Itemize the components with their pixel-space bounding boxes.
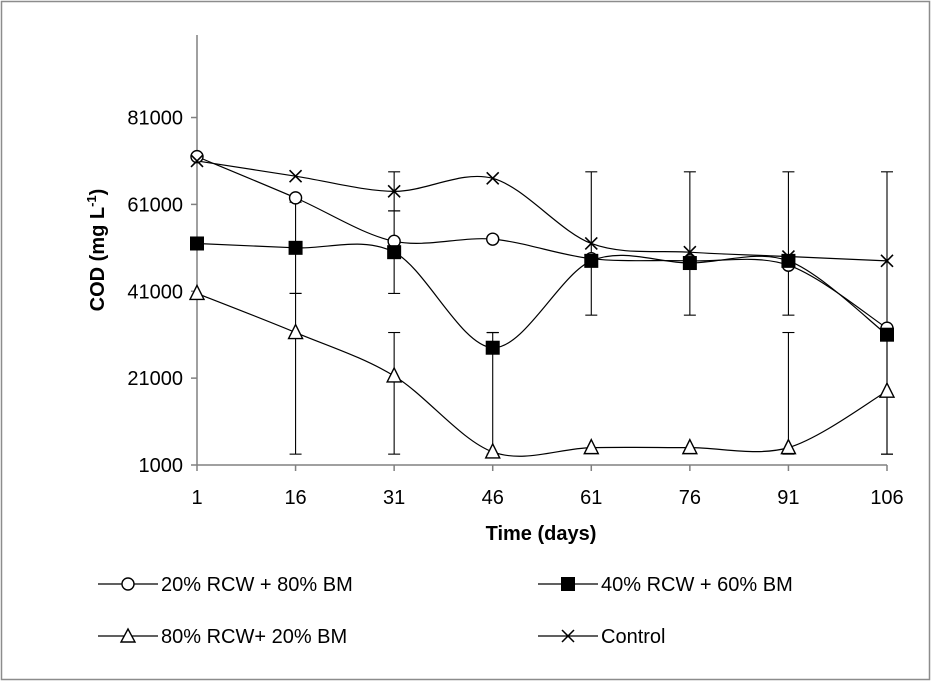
data-point-series-2 <box>386 366 403 383</box>
y-tick-label: 21000 <box>127 368 183 390</box>
data-point-series-0 <box>190 149 204 164</box>
legend-item-1: 40% RCW + 60% BM <box>538 574 793 596</box>
series-markers <box>188 149 896 459</box>
error-bar <box>683 171 696 316</box>
data-point-series-2 <box>878 381 896 398</box>
y-axis-title: COD (mg L-1) <box>84 189 109 312</box>
x-tick-label: 106 <box>870 487 903 509</box>
data-point-series-1 <box>781 253 796 268</box>
legend-label-3: Control <box>601 626 665 648</box>
legend-label-0: 20% RCW + 80% BM <box>161 574 353 596</box>
data-point-series-3 <box>190 154 204 168</box>
legend-marker-0 <box>121 577 135 591</box>
y-tick-label: 81000 <box>127 108 183 130</box>
legend-label-1: 40% RCW + 60% BM <box>601 574 793 596</box>
legend-item-2: 80% RCW+ 20% BM <box>98 626 347 648</box>
data-point-series-3 <box>289 169 303 183</box>
data-point-series-1 <box>584 253 599 268</box>
x-tick-label: 16 <box>284 487 306 509</box>
data-point-series-1 <box>682 256 697 271</box>
legend-item-3: Control <box>538 626 665 648</box>
series-line-0 <box>196 156 888 329</box>
x-tick-label: 61 <box>580 487 602 509</box>
data-point-series-2 <box>780 438 797 455</box>
error-bar <box>881 171 893 455</box>
x-tick-label: 1 <box>191 487 202 509</box>
data-point-series-0 <box>288 191 303 205</box>
data-point-series-2 <box>188 283 206 301</box>
x-tick-label: 91 <box>777 487 799 509</box>
x-tick-label: 31 <box>383 487 405 509</box>
legend-label-2: 80% RCW+ 20% BM <box>161 626 347 648</box>
data-point-series-1 <box>880 327 894 342</box>
y-tick-label: 41000 <box>127 281 183 303</box>
data-point-series-2 <box>583 438 600 455</box>
y-tick-label: 1000 <box>139 455 184 477</box>
x-tick-label: 46 <box>482 487 504 509</box>
x-axis-title: Time (days) <box>486 523 597 545</box>
series-line-1 <box>196 242 888 349</box>
y-axis-title-superscript: -1 <box>84 195 99 207</box>
data-point-series-2 <box>484 442 501 459</box>
data-point-series-3 <box>781 249 795 264</box>
data-point-series-3 <box>486 171 500 185</box>
series-lines <box>196 156 888 457</box>
y-tick-label: 61000 <box>127 194 183 216</box>
legend: 20% RCW + 80% BM 40% RCW + 60% BM 80% RC… <box>98 574 793 648</box>
y-axis-title-close: ) <box>87 189 109 196</box>
y-axis-ticks: 1000 21000 41000 61000 81000 <box>127 108 197 477</box>
data-point-series-1 <box>190 236 204 251</box>
series-line-2 <box>196 292 888 457</box>
legend-item-0: 20% RCW + 80% BM <box>98 574 353 596</box>
x-axis-ticks: 1 16 31 46 61 76 91 106 <box>191 465 904 509</box>
data-point-series-0 <box>486 232 500 246</box>
error-bar <box>289 292 302 455</box>
data-point-series-1 <box>288 240 303 255</box>
data-point-series-3 <box>683 245 697 259</box>
data-point-series-3 <box>584 236 598 251</box>
y-axis-title-main: COD (mg L <box>87 207 109 311</box>
series-line-3 <box>196 160 888 262</box>
error-bar <box>782 171 795 316</box>
x-tick-label: 76 <box>679 487 701 509</box>
legend-marker-2 <box>119 627 137 643</box>
data-point-series-2 <box>287 322 304 340</box>
data-point-series-1 <box>387 245 402 260</box>
data-point-series-3 <box>387 184 401 198</box>
data-point-series-2 <box>681 438 698 455</box>
data-point-series-3 <box>880 254 894 268</box>
legend-marker-1 <box>561 577 575 591</box>
error-bar <box>388 331 401 455</box>
legend-marker-3 <box>561 629 575 643</box>
data-point-series-1 <box>485 340 500 355</box>
